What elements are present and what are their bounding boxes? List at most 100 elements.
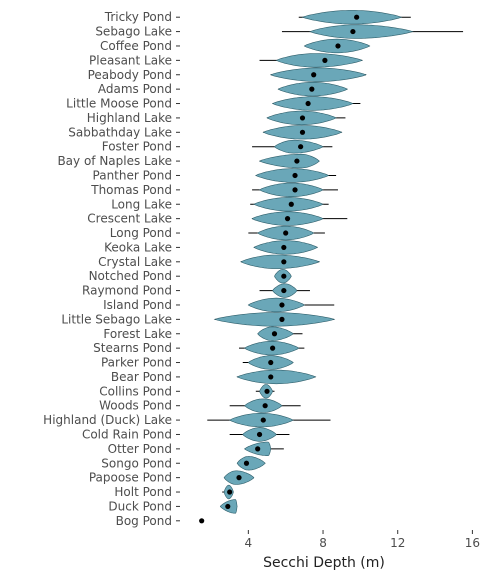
y-tick-label: Pleasant Lake	[89, 53, 172, 67]
lake-row-crescent-lake	[251, 211, 348, 226]
violin-shape	[213, 312, 336, 327]
y-tick-label: Woods Pond	[99, 399, 172, 413]
violin-shape	[258, 182, 324, 197]
violin-shape	[269, 67, 367, 82]
lake-row-crystal-lake	[240, 254, 321, 269]
y-tick-label: Sabbathday Lake	[68, 125, 172, 139]
y-tick-label: Little Moose Pond	[66, 97, 172, 111]
mean-point	[294, 158, 300, 164]
violin-shape	[247, 297, 305, 313]
y-tick-label: Long Lake	[111, 197, 172, 211]
y-tick-label: Parker Pond	[101, 356, 172, 370]
lake-row-holt-pond	[222, 484, 234, 500]
mean-point	[256, 431, 263, 438]
mean-point	[279, 302, 285, 308]
mean-point	[264, 388, 270, 394]
mean-point	[298, 144, 304, 150]
y-tick-label: Panther Pond	[93, 168, 172, 182]
violin-shape	[255, 168, 330, 183]
lake-row-coffee-pond	[303, 38, 371, 54]
lake-row-sabbathday-lake	[262, 125, 343, 140]
lake-row-woods-pond	[229, 398, 301, 413]
y-tick-label: Sebago Lake	[95, 25, 172, 39]
y-tick-label: Highland (Duck) Lake	[43, 413, 172, 427]
y-tick-label: Foster Pond	[102, 140, 172, 154]
lake-row-foster-pond	[252, 139, 333, 154]
mean-point	[305, 100, 311, 107]
mean-point	[350, 28, 356, 35]
lake-row-tricky-pond	[298, 10, 411, 25]
x-tick-label: 8	[319, 536, 327, 550]
lake-row-forest-lake	[257, 326, 303, 341]
mean-point	[354, 14, 360, 20]
violin-shape	[309, 24, 414, 39]
mean-point	[262, 403, 268, 409]
y-tick-label: Bog Pond	[116, 514, 172, 528]
y-tick-label: Notched Pond	[89, 269, 172, 283]
mean-point	[268, 359, 274, 366]
violin-shape	[236, 456, 266, 471]
y-tick-label: Otter Pond	[108, 442, 172, 456]
mean-point	[281, 259, 287, 265]
lake-row-raymond-pond	[259, 283, 310, 298]
mean-point	[281, 273, 287, 279]
y-tick-label: Island Pond	[103, 298, 172, 312]
violin-shape	[240, 254, 321, 269]
y-tick-label: Bear Pond	[111, 370, 172, 384]
x-tick-label: 4	[245, 536, 253, 550]
mean-point	[288, 201, 294, 207]
mean-point	[292, 187, 298, 193]
violin-shape	[301, 10, 403, 25]
violins-layer	[199, 10, 464, 524]
violin-shape	[258, 153, 320, 169]
lake-row-bog-pond	[199, 518, 205, 524]
mean-point	[335, 43, 341, 49]
y-tick-label: Cold Rain Pond	[82, 427, 172, 441]
y-tick-label: Papoose Pond	[89, 471, 172, 485]
mean-point	[199, 518, 205, 524]
mean-point	[279, 316, 285, 322]
lake-row-bear-pond	[236, 369, 317, 385]
y-tick-label: Highland Lake	[87, 111, 172, 125]
mean-point	[281, 244, 287, 251]
mean-point	[260, 417, 266, 423]
mean-point	[255, 446, 261, 452]
y-tick-label: Peabody Pond	[88, 68, 172, 82]
x-tick-label: 16	[465, 536, 480, 550]
mean-point	[268, 374, 274, 380]
y-tick-label: Songo Pond	[101, 456, 172, 470]
lake-row-bay-of-naples-lake	[258, 153, 320, 169]
lake-row-notched-pond	[274, 269, 292, 284]
lake-row-panther-pond	[255, 168, 337, 183]
y-tick-label: Crystal Lake	[98, 255, 172, 269]
y-tick-label: Forest Lake	[103, 327, 172, 341]
lake-row-peabody-pond	[269, 67, 367, 82]
x-axis-title: Secchi Depth (m)	[263, 555, 385, 571]
y-tick-label: Duck Pond	[108, 499, 172, 513]
mean-point	[236, 475, 242, 481]
lake-row-highland-duck-lake	[207, 412, 331, 428]
y-tick-label: Thomas Pond	[90, 183, 172, 197]
violin-shape	[271, 96, 354, 111]
lake-row-highland-lake	[266, 110, 346, 126]
mean-point	[299, 115, 306, 121]
lake-row-little-sebago-lake	[213, 312, 336, 327]
lake-row-pleasant-lake	[259, 53, 364, 68]
mean-point	[311, 72, 317, 78]
violin-shape	[236, 369, 317, 385]
y-tick-label: Coffee Pond	[100, 39, 172, 53]
mean-point	[227, 489, 233, 495]
y-tick-label: Bay of Naples Lake	[57, 154, 172, 168]
mean-point	[281, 287, 287, 294]
lake-row-thomas-pond	[252, 182, 338, 197]
y-tick-label: Keoka Lake	[104, 240, 172, 254]
lake-row-adams-pond	[277, 82, 348, 97]
y-tick-label: Raymond Pond	[82, 284, 172, 298]
lake-row-sebago-lake	[281, 24, 464, 39]
lake-row-long-lake	[250, 197, 329, 212]
lake-row-collins-pond	[255, 384, 275, 399]
lake-row-island-pond	[247, 297, 335, 313]
lake-row-stearns-pond	[239, 341, 305, 356]
